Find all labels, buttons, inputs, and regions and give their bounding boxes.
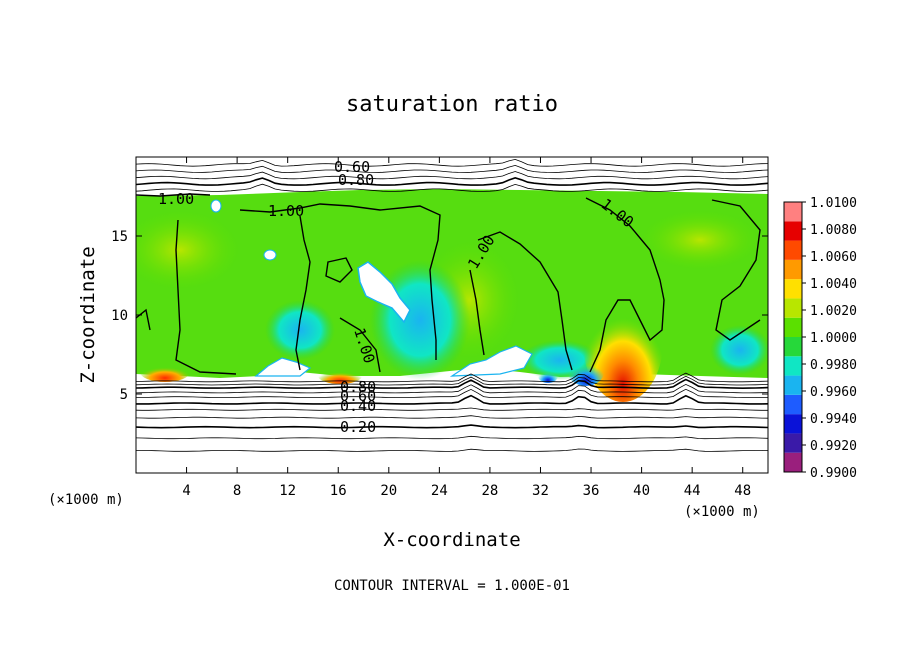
colorbar-label: 1.0000 — [810, 331, 857, 346]
colorbar-label: 0.9960 — [810, 385, 857, 400]
colorbar-swatch — [784, 375, 802, 395]
contour-label: 0.60 — [340, 387, 376, 405]
x-tick-label: 36 — [583, 483, 600, 499]
contour-label: 1.00 — [158, 190, 194, 208]
plot-area — [136, 157, 768, 473]
contour-label: 1.00 — [268, 202, 304, 220]
colorbar-swatch — [784, 433, 802, 453]
colorbar-swatch — [784, 452, 802, 472]
x-axis: 4 8 12 16 20 24 28 32 36 40 44 48 — [182, 157, 751, 499]
dry-hole — [449, 345, 533, 377]
colorbar-label: 0.9940 — [810, 412, 857, 427]
y-tick-label: 10 — [111, 308, 128, 324]
contour-lines — [136, 158, 768, 452]
contour-label: 0.60 — [334, 158, 370, 176]
contour-line — [136, 388, 768, 399]
x-tick-label: 8 — [233, 483, 241, 499]
contour-line-saturation — [477, 231, 573, 371]
contour-line-saturation — [585, 197, 665, 373]
x-tick-label: 20 — [380, 483, 397, 499]
coldspot — [568, 358, 604, 386]
colorbar-swatch — [784, 221, 802, 241]
colorbar-swatch — [784, 394, 802, 415]
chart-title: saturation ratio — [346, 92, 558, 117]
contour-line — [136, 407, 768, 411]
contour-line-saturation — [136, 193, 211, 197]
contour-line — [136, 158, 768, 167]
contour-line — [136, 183, 768, 192]
x-axis-label: X-coordinate — [383, 529, 520, 551]
contour-line-saturation — [295, 215, 311, 371]
y-axis-unit: (×1000 m) — [48, 492, 124, 508]
contour-line — [136, 171, 768, 180]
cool-patch — [710, 325, 768, 375]
contour-line-saturation — [239, 203, 441, 360]
colorbar-label: 1.0060 — [810, 250, 857, 265]
colorbar: 1.0100 1.0080 1.0060 1.0040 1.0020 1.0000 0.99… — [783, 196, 857, 481]
y-axis-label: Z-coordinate — [77, 246, 99, 383]
warm-patch — [640, 210, 760, 270]
contour-label: 0.80 — [340, 378, 376, 396]
colorbar-swatch — [784, 298, 802, 318]
x-tick-label: 28 — [481, 483, 498, 499]
contour-line — [136, 424, 768, 429]
contour-line — [136, 435, 768, 440]
dry-hole — [254, 357, 312, 377]
x-tick-label: 44 — [684, 483, 701, 499]
y-tick-label: 15 — [111, 229, 128, 245]
colorbar-label: 1.0080 — [810, 223, 857, 238]
y-tick-label: 5 — [120, 387, 128, 403]
colorbar-label: 0.9980 — [810, 358, 857, 373]
hotspot-left — [140, 362, 190, 382]
colorbar-swatch — [784, 259, 802, 280]
colorbar-label: 1.0020 — [810, 304, 857, 319]
colorbar-swatch — [784, 356, 802, 376]
contour-line-saturation — [469, 269, 485, 356]
contour-line-saturation — [711, 199, 761, 341]
contour-line — [136, 164, 768, 173]
contour-label: 0.40 — [340, 397, 376, 415]
contour-line-saturation — [325, 257, 353, 283]
colorbar-label: 1.0100 — [810, 196, 857, 211]
contour-line — [136, 375, 768, 386]
colorbar-swatch — [784, 317, 802, 337]
contour-line — [136, 394, 768, 405]
x-axis-unit: (×1000 m) — [684, 504, 760, 520]
x-tick-label: 4 — [182, 483, 190, 499]
colorbar-label: 1.0040 — [810, 277, 857, 292]
colorbar-swatch — [784, 337, 802, 357]
contour-label: 0.20 — [340, 418, 376, 436]
contour-label: 0.80 — [338, 171, 374, 189]
contour-line — [136, 177, 768, 186]
colorbar-swatch — [784, 279, 802, 299]
x-tick-label: 32 — [532, 483, 549, 499]
y-axis: 5 10 15 — [111, 229, 768, 403]
contour-line — [136, 383, 768, 394]
dry-hole — [357, 261, 411, 324]
coldspot — [538, 369, 558, 383]
colorbar-swatch — [784, 202, 802, 222]
colorbar-label: 0.9920 — [810, 439, 857, 454]
x-tick-label: 24 — [431, 483, 448, 499]
contour-line — [136, 372, 768, 383]
contour-line-saturation — [175, 219, 237, 375]
contour-line — [136, 415, 768, 419]
colorbar-swatch — [784, 414, 802, 434]
x-tick-label: 16 — [330, 483, 347, 499]
x-tick-label: 12 — [279, 483, 296, 499]
contour-interval-note: CONTOUR INTERVAL = 1.000E-01 — [334, 578, 570, 594]
colorbar-swatch — [784, 240, 802, 260]
colorbar-label: 0.9900 — [810, 466, 857, 481]
warm-patch — [136, 210, 240, 290]
contour-line — [136, 448, 768, 452]
contour-line-saturation — [339, 317, 381, 373]
cool-patch — [265, 300, 335, 360]
x-tick-label: 40 — [633, 483, 650, 499]
dry-hole — [263, 249, 277, 261]
hotspot-mid — [318, 368, 362, 384]
dry-hole — [210, 199, 222, 213]
x-tick-label: 48 — [734, 483, 751, 499]
contour-line — [136, 378, 768, 390]
